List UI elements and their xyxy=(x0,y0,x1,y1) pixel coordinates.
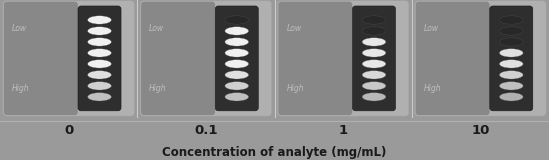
Text: High: High xyxy=(12,84,30,93)
Text: 0.1: 0.1 xyxy=(194,124,217,137)
FancyBboxPatch shape xyxy=(352,6,395,111)
Ellipse shape xyxy=(88,82,111,90)
Text: 10: 10 xyxy=(471,124,490,137)
Ellipse shape xyxy=(500,60,523,68)
FancyBboxPatch shape xyxy=(277,1,409,116)
Ellipse shape xyxy=(225,27,249,35)
Ellipse shape xyxy=(88,49,111,57)
Text: 1: 1 xyxy=(339,124,348,137)
FancyBboxPatch shape xyxy=(3,1,135,116)
Text: High: High xyxy=(287,84,304,93)
Text: Low: Low xyxy=(149,24,164,33)
Text: 0: 0 xyxy=(64,124,73,137)
Ellipse shape xyxy=(88,38,111,46)
Ellipse shape xyxy=(88,27,111,35)
Ellipse shape xyxy=(225,38,249,46)
Ellipse shape xyxy=(500,16,523,24)
Ellipse shape xyxy=(225,60,249,68)
Ellipse shape xyxy=(500,82,523,90)
Ellipse shape xyxy=(88,16,111,24)
FancyBboxPatch shape xyxy=(416,2,490,115)
Ellipse shape xyxy=(362,82,386,90)
Ellipse shape xyxy=(225,82,249,90)
FancyBboxPatch shape xyxy=(4,2,78,115)
Ellipse shape xyxy=(225,16,249,24)
FancyBboxPatch shape xyxy=(278,2,352,115)
FancyBboxPatch shape xyxy=(78,6,121,111)
Ellipse shape xyxy=(225,49,249,57)
Ellipse shape xyxy=(500,27,523,35)
Text: Low: Low xyxy=(287,24,301,33)
Ellipse shape xyxy=(362,27,386,35)
Ellipse shape xyxy=(88,60,111,68)
Ellipse shape xyxy=(500,93,523,101)
Text: High: High xyxy=(149,84,167,93)
FancyBboxPatch shape xyxy=(414,1,546,116)
Ellipse shape xyxy=(225,93,249,101)
Ellipse shape xyxy=(362,93,386,101)
Text: Low: Low xyxy=(12,24,27,33)
FancyBboxPatch shape xyxy=(490,6,533,111)
Ellipse shape xyxy=(500,71,523,79)
Ellipse shape xyxy=(362,60,386,68)
FancyBboxPatch shape xyxy=(215,6,258,111)
Ellipse shape xyxy=(500,49,523,57)
Text: Low: Low xyxy=(424,24,439,33)
FancyBboxPatch shape xyxy=(140,1,272,116)
Bar xyxy=(0,0,549,117)
Ellipse shape xyxy=(362,16,386,24)
FancyBboxPatch shape xyxy=(141,2,215,115)
Text: Concentration of analyte (mg/mL): Concentration of analyte (mg/mL) xyxy=(163,146,386,159)
Text: High: High xyxy=(424,84,441,93)
Ellipse shape xyxy=(225,71,249,79)
Ellipse shape xyxy=(362,38,386,46)
Ellipse shape xyxy=(88,93,111,101)
Ellipse shape xyxy=(362,71,386,79)
Ellipse shape xyxy=(362,49,386,57)
Ellipse shape xyxy=(500,38,523,46)
Ellipse shape xyxy=(88,71,111,79)
